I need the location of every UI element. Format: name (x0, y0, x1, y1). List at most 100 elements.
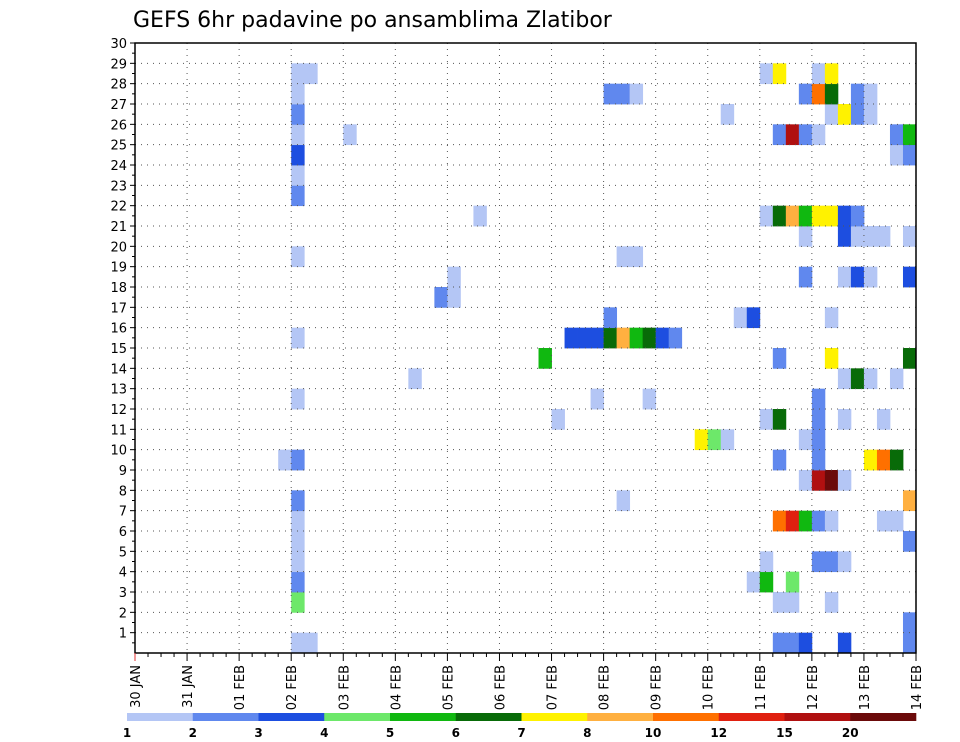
precip-cell (889, 124, 904, 146)
y-tick-label: 29 (110, 57, 127, 72)
precip-cell (616, 490, 631, 512)
y-tick-label: 21 (110, 220, 127, 235)
precip-cell (811, 388, 826, 410)
precip-cell (824, 470, 839, 491)
y-tick-label: 19 (110, 261, 127, 276)
precip-cell (837, 226, 852, 247)
precip-cell (902, 124, 917, 146)
precip-cell (772, 124, 787, 146)
y-tick-label: 26 (110, 118, 127, 133)
y-tick-label: 12 (110, 403, 127, 418)
colorbar-segment (653, 713, 720, 721)
precip-cell (291, 104, 305, 125)
precip-cell (668, 327, 683, 349)
precip-cell (824, 510, 839, 532)
precip-cell (304, 632, 318, 654)
precip-cell (434, 287, 448, 308)
precip-cell (629, 327, 644, 349)
precip-cell (837, 409, 852, 430)
precip-cell (824, 83, 839, 105)
precip-cell (291, 124, 305, 146)
colorbar-label: 3 (254, 726, 262, 740)
precip-cell (798, 83, 813, 105)
y-tick-label: 4 (119, 566, 127, 581)
precip-cell (850, 205, 865, 227)
precip-cell (590, 327, 604, 349)
precip-cell (876, 449, 891, 471)
x-tick-label: 10 FEB (702, 665, 717, 710)
precip-cell (278, 449, 292, 471)
x-tick-label: 09 FEB (650, 665, 665, 710)
precip-cell (785, 632, 800, 654)
precip-cell (291, 144, 305, 166)
precip-cell (642, 388, 657, 410)
precip-cell (785, 592, 800, 613)
y-tick-label: 20 (110, 240, 127, 255)
precip-cell (772, 348, 787, 369)
y-tick-label: 13 (110, 383, 127, 398)
precip-cell (772, 632, 787, 654)
x-tick-label: 11 FEB (754, 665, 769, 710)
precip-cell (759, 63, 774, 85)
precip-cell (837, 551, 852, 573)
colorbar-segment (127, 713, 194, 721)
precip-cell (863, 449, 878, 471)
precip-cell (759, 205, 774, 227)
precip-cell (785, 124, 800, 146)
precip-cell (577, 327, 591, 349)
precip-cell (291, 490, 305, 512)
x-tick-label: 30 JAN (129, 665, 144, 708)
precip-cell (837, 205, 852, 227)
y-tick-label: 24 (110, 159, 127, 174)
precip-cell (746, 307, 761, 329)
precip-cell (902, 531, 917, 552)
y-tick-label: 8 (119, 484, 127, 499)
precip-cell (824, 348, 839, 369)
precip-cell (850, 266, 865, 288)
precip-cell (824, 63, 839, 85)
y-tick-label: 27 (110, 98, 127, 113)
precip-cell (798, 205, 813, 227)
precip-cell (811, 205, 826, 227)
precip-cell (291, 531, 305, 552)
precip-cell (551, 409, 565, 430)
y-tick-label: 6 (119, 525, 127, 540)
precip-cell (759, 551, 774, 573)
precip-cell (291, 388, 305, 410)
y-tick-label: 2 (119, 606, 127, 621)
precip-cell (876, 409, 891, 430)
precip-cell (785, 205, 800, 227)
precip-cell (837, 266, 852, 288)
precip-cell (876, 226, 891, 247)
precip-cell (798, 429, 813, 451)
y-tick-label: 11 (110, 423, 127, 438)
y-tick-label: 30 (110, 37, 127, 52)
precip-cell (837, 470, 852, 491)
precip-cell (863, 226, 878, 247)
axis-layer: 1234567891011121314151617181920212223242… (110, 37, 925, 710)
y-tick-label: 5 (119, 545, 127, 560)
precip-cell (902, 348, 917, 369)
precip-cell (616, 83, 631, 105)
colorbar-label: 5 (386, 726, 394, 740)
precip-cell (642, 327, 657, 349)
precip-cell (850, 83, 865, 105)
precip-cell (902, 612, 917, 634)
colorbar-segment (521, 713, 588, 721)
precip-cell (902, 144, 917, 166)
precip-cell (902, 266, 917, 288)
colorbar-segment (258, 713, 325, 721)
precip-cell (798, 632, 813, 654)
precip-cell (889, 510, 904, 532)
colorbar-segment (718, 713, 785, 721)
precip-cell (902, 632, 917, 654)
colorbar-segment (850, 713, 917, 721)
chart-title: GEFS 6hr padavine po ansamblima Zlatibor (133, 8, 613, 33)
precip-cell (811, 429, 826, 451)
y-tick-label: 28 (110, 78, 127, 93)
precip-cell (811, 83, 826, 105)
colorbar-segment (192, 713, 259, 721)
precip-cell (291, 246, 305, 268)
colorbar-label: 10 (645, 726, 662, 740)
